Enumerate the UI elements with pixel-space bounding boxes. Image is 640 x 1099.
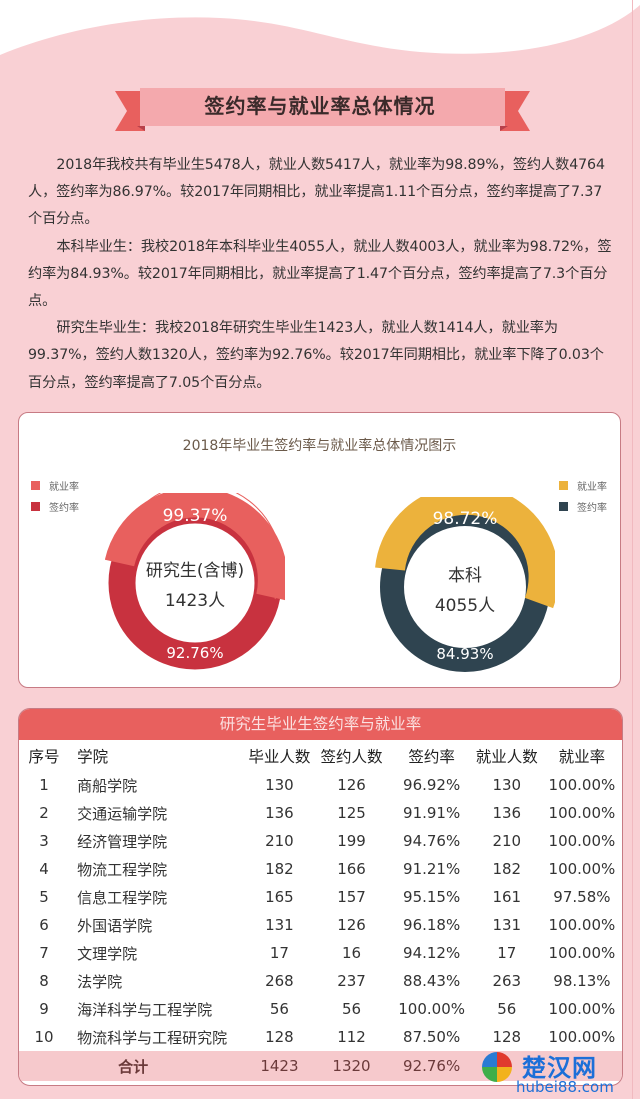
table-row: 10 物流科学与工程研究院 128 112 87.50% 128 100.00%	[34, 1028, 616, 1047]
table-row: 4 物流工程学院 182 166 91.21% 182 100.00%	[39, 860, 616, 879]
undergrad-signing-rate: 84.93%	[436, 645, 494, 663]
total-signed: 1320	[311, 1051, 392, 1081]
legend-item-employment: 就业率	[559, 475, 607, 496]
site-watermark: 楚汉网 hubei88.com	[478, 1048, 640, 1098]
summary-paragraphs: 2018年我校共有毕业生5478人，就业人数5417人，就业率为98.89%，签…	[28, 152, 612, 397]
chart-title: 2018年毕业生签约率与就业率总体情况图示	[182, 438, 457, 454]
table-row: 7 文理学院 17 16 94.12% 17 100.00%	[39, 944, 616, 963]
table-row: 3 经济管理学院 210 199 94.76% 210 100.00%	[39, 832, 616, 851]
top-wave-decoration	[0, 0, 640, 55]
graduate-rates-table: 序号 学院 毕业人数 签约人数 签约率 就业人数 就业率 1 商船学院 130 126…	[19, 740, 622, 1081]
table-header-row: 序号 学院 毕业人数 签约人数 签约率 就业人数 就业率	[19, 740, 622, 771]
legend-swatch-icon	[31, 481, 40, 490]
header-employed: 就业人数	[475, 747, 538, 766]
undergrad-employment-rate: 98.72%	[432, 509, 498, 529]
table-row: 2 交通运输学院 136 125 91.91% 136 100.00%	[39, 804, 616, 823]
legend-swatch-icon	[559, 502, 568, 511]
undergrad-donut-chart	[375, 497, 555, 672]
title-ribbon	[115, 88, 530, 131]
watermark-title: 楚汉网	[522, 1054, 597, 1082]
right-edge-line	[632, 0, 633, 1099]
section-title: 签约率与就业率总体情况	[204, 94, 436, 118]
graduate-table-card: 研究生毕业生签约率与就业率 序号 学院 毕业人数 签约人数 签约率 就业人数 就…	[18, 708, 623, 1086]
table-row: 6 外国语学院 131 126 96.18% 131 100.00%	[39, 916, 616, 935]
table-row: 8 法学院 268 237 88.43% 263 98.13%	[39, 972, 611, 991]
legend-item-signing: 签约率	[31, 496, 79, 517]
paragraph-undergrad: 本科毕业生：我校2018年本科毕业生4055人，就业人数4003人，就业率为98…	[28, 238, 612, 310]
graduate-signing-rate: 92.76%	[166, 644, 224, 662]
globe-logo-icon	[482, 1052, 512, 1082]
table-row: 5 信息工程学院 165 157 95.15% 161 97.58%	[39, 888, 611, 907]
graduate-donut-chart	[105, 493, 285, 670]
legend-swatch-icon	[559, 481, 568, 490]
watermark-url: hubei88.com	[516, 1078, 614, 1096]
undergrad-legend: 就业率 签约率	[559, 475, 607, 517]
graduate-center-label: 研究生(含博) 1423人	[145, 561, 245, 611]
header-graduates: 毕业人数	[248, 747, 311, 766]
legend-item-employment: 就业率	[31, 475, 79, 496]
total-label: 合计	[19, 1051, 248, 1081]
total-graduates: 1423	[247, 1051, 312, 1081]
legend-item-signing: 签约率	[559, 496, 607, 517]
donut-chart-card: 2018年毕业生签约率与就业率总体情况图示 就业率 签约率 99.37% 92.…	[18, 412, 621, 688]
legend-swatch-icon	[31, 502, 40, 511]
table-row: 1 商船学院 130 126 96.92% 130 100.00%	[39, 776, 616, 795]
graduate-legend: 就业率 签约率	[31, 475, 79, 517]
table-title: 研究生毕业生签约率与就业率	[19, 709, 622, 740]
header-no: 序号	[28, 747, 60, 766]
paragraph-graduate: 研究生毕业生：我校2018年研究生毕业生1423人，就业人数1414人，就业率为…	[28, 320, 604, 391]
undergrad-center-label: 本科 4055人	[434, 566, 496, 616]
header-employment-rate: 就业率	[558, 747, 606, 766]
header-signed: 签约人数	[320, 747, 383, 766]
total-signing-rate: 92.76%	[391, 1051, 472, 1081]
header-signing-rate: 签约率	[408, 747, 455, 766]
header-college: 学院	[77, 747, 109, 766]
table-row: 9 海洋科学与工程学院 56 56 100.00% 56 100.00%	[39, 1000, 616, 1019]
paragraph-overall: 2018年我校共有毕业生5478人，就业人数5417人，就业率为98.89%，签…	[28, 157, 605, 228]
graduate-employment-rate: 99.37%	[162, 506, 228, 526]
